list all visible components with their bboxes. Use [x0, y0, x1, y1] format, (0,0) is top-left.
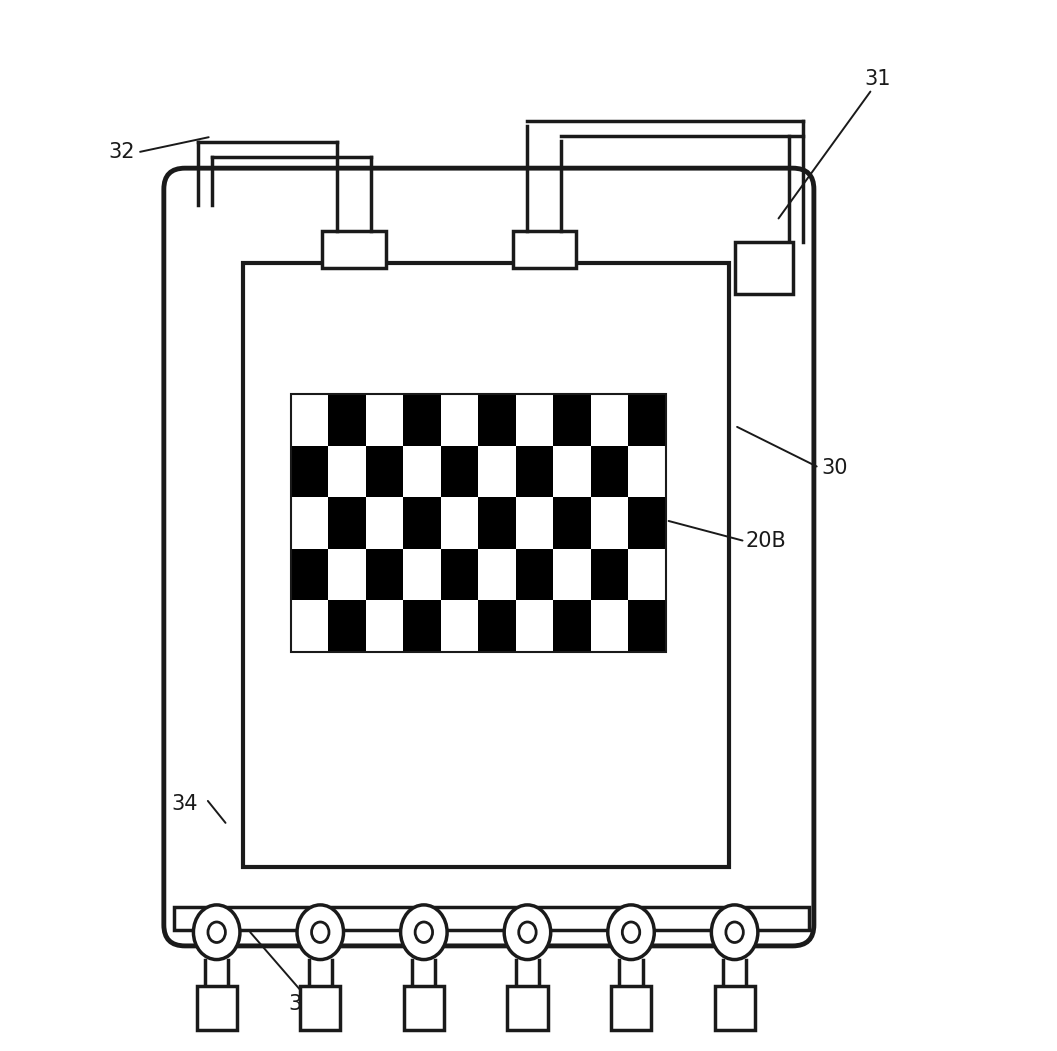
Bar — [478, 549, 516, 600]
Bar — [441, 600, 478, 652]
Bar — [628, 446, 666, 497]
Bar — [628, 549, 666, 600]
Ellipse shape — [608, 905, 654, 960]
Bar — [300, 986, 340, 1030]
Bar — [404, 986, 444, 1030]
Bar — [197, 986, 237, 1030]
Bar — [366, 394, 404, 446]
Bar — [507, 986, 548, 1030]
Text: 32: 32 — [108, 142, 135, 163]
Ellipse shape — [208, 922, 225, 943]
Bar — [513, 231, 576, 268]
Text: 34: 34 — [171, 794, 199, 815]
Ellipse shape — [519, 922, 536, 943]
Bar — [322, 231, 386, 268]
Bar — [516, 497, 554, 549]
Ellipse shape — [504, 905, 551, 960]
Bar — [328, 549, 366, 600]
Bar — [591, 600, 628, 652]
Bar — [441, 394, 478, 446]
Bar — [715, 986, 755, 1030]
Bar — [291, 394, 328, 446]
Bar — [404, 446, 441, 497]
Text: 31: 31 — [864, 68, 891, 89]
Bar — [174, 907, 809, 930]
Bar — [328, 446, 366, 497]
Bar — [516, 394, 554, 446]
Bar — [404, 549, 441, 600]
Bar — [243, 263, 729, 867]
Bar — [591, 497, 628, 549]
Bar — [478, 446, 516, 497]
Ellipse shape — [193, 905, 240, 960]
Bar — [366, 497, 404, 549]
Bar — [554, 446, 591, 497]
Ellipse shape — [312, 922, 329, 943]
Ellipse shape — [711, 905, 758, 960]
Bar — [441, 497, 478, 549]
Bar — [554, 549, 591, 600]
Bar — [291, 600, 328, 652]
Bar — [291, 497, 328, 549]
Text: 20B: 20B — [746, 531, 786, 552]
Ellipse shape — [726, 922, 743, 943]
Bar — [591, 394, 628, 446]
Bar — [735, 242, 793, 294]
Text: 30: 30 — [821, 457, 849, 478]
Bar — [611, 986, 651, 1030]
Text: 33: 33 — [288, 993, 315, 1014]
Ellipse shape — [415, 922, 432, 943]
Ellipse shape — [401, 905, 447, 960]
Bar — [366, 600, 404, 652]
Bar — [516, 600, 554, 652]
Bar — [291, 394, 666, 652]
Ellipse shape — [297, 905, 344, 960]
FancyBboxPatch shape — [164, 168, 814, 946]
Ellipse shape — [623, 922, 639, 943]
Bar — [291, 394, 666, 652]
